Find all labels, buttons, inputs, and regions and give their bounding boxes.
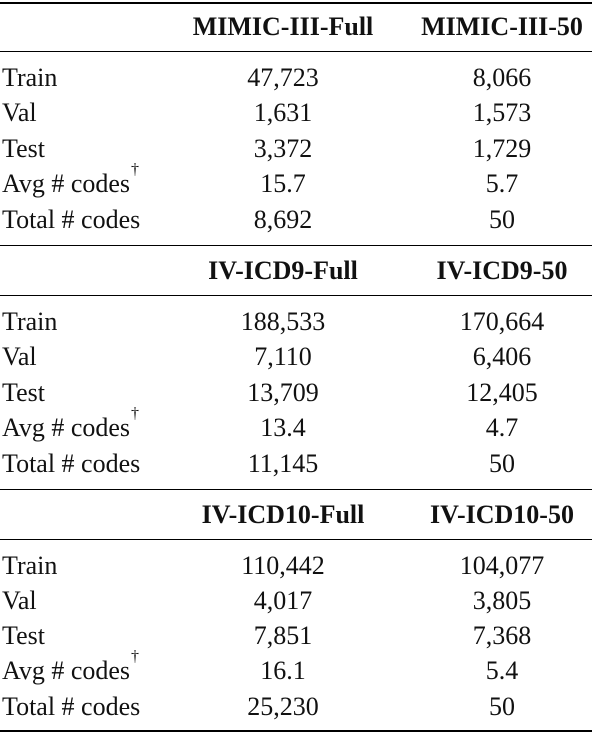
full-value: 188,533 xyxy=(240,307,326,336)
fifty-value: 7,368 xyxy=(472,621,532,650)
fifty-value: 5.4 xyxy=(485,656,519,685)
table-row: Test 3,372 1,729 xyxy=(0,131,592,167)
fifty-value: 1,573 xyxy=(472,98,532,127)
fifty-value: 6,406 xyxy=(472,342,532,371)
full-value: 7,110 xyxy=(254,342,312,371)
fifty-value: 4.7 xyxy=(485,413,519,442)
column-header-50: IV-ICD9-50 xyxy=(436,256,568,285)
full-value: 15.7 xyxy=(260,169,306,198)
table-row: Avg # codes† 16.1 5.4 xyxy=(0,649,592,689)
row-label: Total # codes xyxy=(2,205,141,234)
column-header-full: IV-ICD9-Full xyxy=(208,256,358,285)
section-rule xyxy=(0,489,592,491)
table-row: Train 47,723 8,066 xyxy=(0,60,592,96)
table-row: Test 13,709 12,405 xyxy=(0,375,592,411)
dagger-footnote-mark: † xyxy=(131,405,140,422)
table-row: Total # codes 25,230 50 xyxy=(0,689,592,725)
table-row: Avg # codes† 13.4 4.7 xyxy=(0,406,592,446)
fifty-value: 50 xyxy=(489,449,515,478)
row-label: Avg # codes† xyxy=(0,162,202,202)
fifty-value: 3,805 xyxy=(472,586,532,615)
fifty-value: 50 xyxy=(489,205,515,234)
column-header-full: MIMIC-III-Full xyxy=(192,12,374,41)
header-rule xyxy=(0,539,592,541)
header-rule xyxy=(0,295,592,297)
column-header-50: IV-ICD10-50 xyxy=(430,500,574,529)
fifty-value: 8,066 xyxy=(472,63,532,92)
fifty-value: 1,729 xyxy=(472,134,532,163)
row-label: Train xyxy=(2,307,58,336)
row-label: Total # codes xyxy=(2,692,141,721)
table-row: Val 7,110 6,406 xyxy=(0,339,592,375)
row-label-text: Avg # codes xyxy=(2,656,131,685)
column-header-full: IV-ICD10-Full xyxy=(201,500,365,529)
column-header-50: MIMIC-III-50 xyxy=(421,12,583,41)
table-row: Avg # codes† 15.7 5.7 xyxy=(0,162,592,202)
row-label: Test xyxy=(2,621,45,650)
row-label: Val xyxy=(2,98,37,127)
fifty-value: 12,405 xyxy=(466,378,538,407)
section-rule xyxy=(0,245,592,247)
row-label-text: Avg # codes xyxy=(2,413,131,442)
fifty-value: 50 xyxy=(489,692,515,721)
row-label: Train xyxy=(2,63,58,92)
row-label: Test xyxy=(2,378,45,407)
dagger-footnote-mark: † xyxy=(131,648,140,665)
header-rule xyxy=(0,51,592,53)
table-row: Total # codes 8,692 50 xyxy=(0,202,592,238)
bottom-rule xyxy=(0,730,592,732)
fifty-value: 5.7 xyxy=(485,169,519,198)
row-label: Total # codes xyxy=(2,449,141,478)
table-row: Train 110,442 104,077 xyxy=(0,548,592,584)
row-label: Test xyxy=(2,134,45,163)
full-value: 3,372 xyxy=(253,134,313,163)
row-label: Avg # codes† xyxy=(0,406,202,446)
row-label: Avg # codes† xyxy=(0,649,202,689)
section-header-row: IV-ICD9-Full IV-ICD9-50 xyxy=(0,253,592,289)
dagger-footnote-mark: † xyxy=(131,161,140,178)
table-row: Test 7,851 7,368 xyxy=(0,618,592,654)
full-value: 16.1 xyxy=(260,656,306,685)
fifty-value: 170,664 xyxy=(459,307,545,336)
row-label: Train xyxy=(2,551,58,580)
full-value: 7,851 xyxy=(253,621,313,650)
full-value: 4,017 xyxy=(253,586,313,615)
row-label: Val xyxy=(2,342,37,371)
section-header-row: IV-ICD10-Full IV-ICD10-50 xyxy=(0,497,592,533)
full-value: 11,145 xyxy=(247,449,319,478)
table-row: Total # codes 11,145 50 xyxy=(0,446,592,482)
row-label: Val xyxy=(2,586,37,615)
full-value: 13.4 xyxy=(260,413,306,442)
full-value: 1,631 xyxy=(253,98,313,127)
table-row: Val 4,017 3,805 xyxy=(0,583,592,619)
full-value: 47,723 xyxy=(247,63,319,92)
full-value: 13,709 xyxy=(247,378,319,407)
table-row: Train 188,533 170,664 xyxy=(0,304,592,340)
fifty-value: 104,077 xyxy=(459,551,545,580)
table-row: Val 1,631 1,573 xyxy=(0,95,592,131)
full-value: 8,692 xyxy=(253,205,313,234)
section-header-row: MIMIC-III-Full MIMIC-III-50 xyxy=(0,9,592,45)
full-value: 110,442 xyxy=(241,551,325,580)
row-label-text: Avg # codes xyxy=(2,169,131,198)
top-rule xyxy=(0,2,592,4)
full-value: 25,230 xyxy=(247,692,319,721)
